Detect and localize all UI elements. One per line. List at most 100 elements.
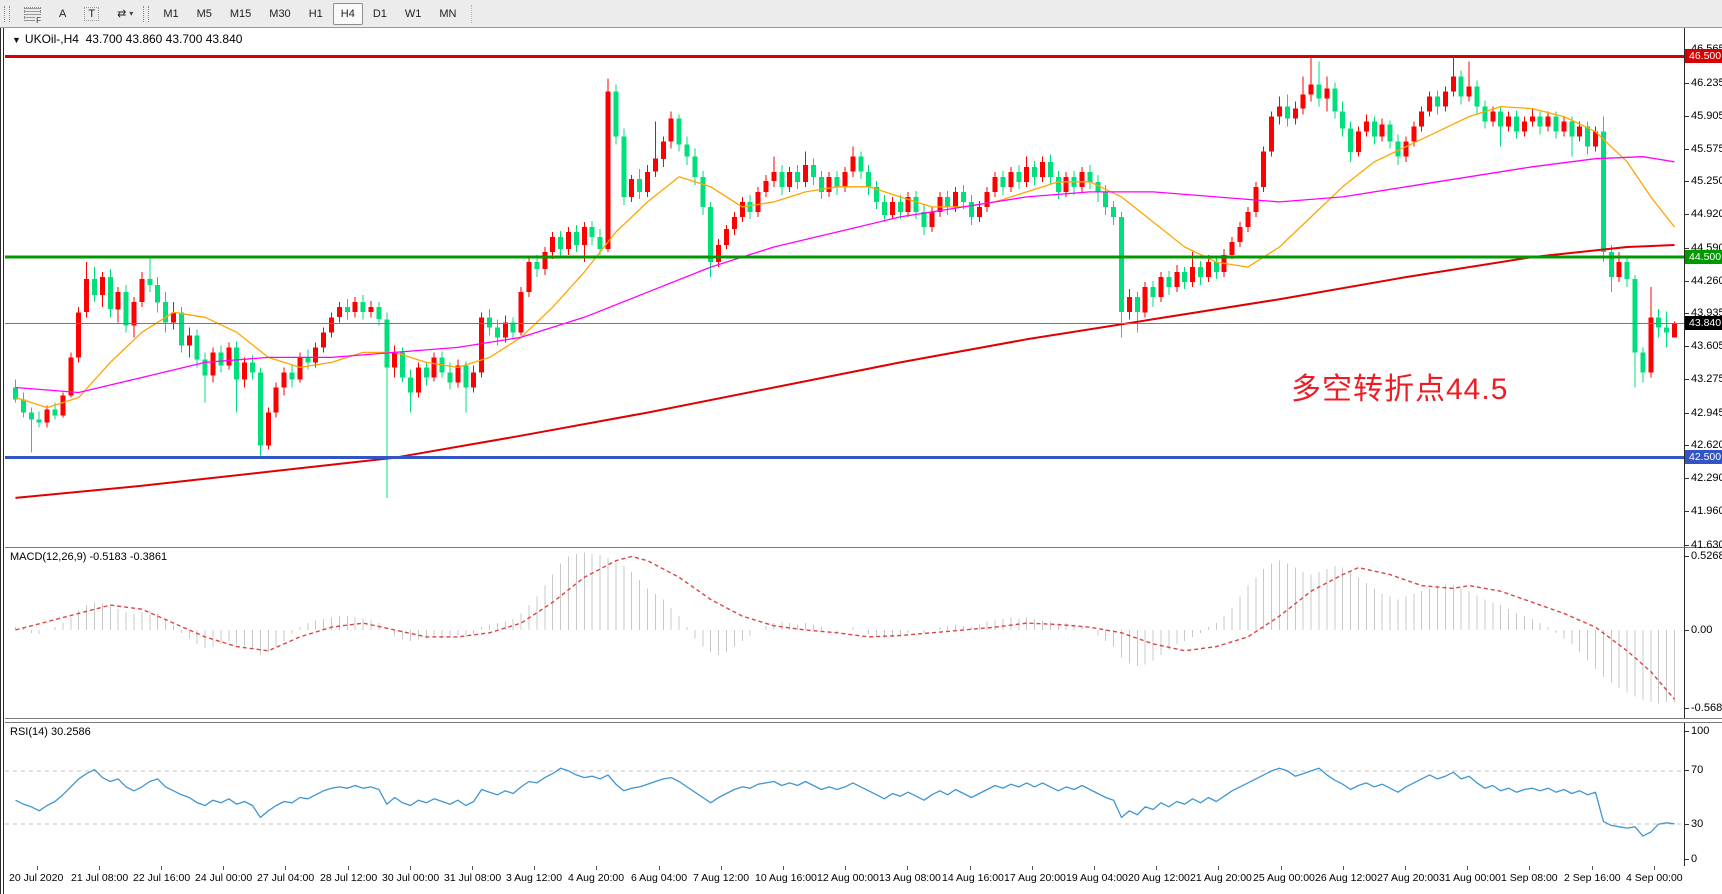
candle-body [1253, 186, 1259, 212]
candle-body [1040, 161, 1045, 177]
candle-body [984, 191, 990, 207]
chart-shift-icon: F [24, 6, 42, 25]
candle-body [1577, 126, 1583, 137]
ma-fast-line [15, 105, 1676, 409]
time-tick-mark [1592, 866, 1593, 870]
time-tick-mark [596, 866, 597, 870]
macd-canvas[interactable] [5, 548, 1686, 718]
ohlc-values: 43.700 43.860 43.700 43.840 [85, 32, 243, 46]
timeframe-tab-m30[interactable]: M30 [269, 7, 291, 20]
text-label-tool-button[interactable]: A [51, 3, 74, 25]
candle-body [968, 201, 974, 217]
price-badge-46.500: 46.500 [1685, 49, 1722, 63]
time-tick-mark [223, 866, 224, 870]
time-tick-mark [783, 866, 784, 870]
price-badge-43.840: 43.840 [1685, 316, 1722, 330]
time-tick-mark [970, 866, 971, 870]
timeframe-tab-m15[interactable]: M15 [229, 7, 252, 20]
candle-body [1324, 88, 1330, 99]
candle-body [961, 191, 966, 202]
candle-body [573, 232, 579, 245]
chart-title: ▼ UKOil-,H4 43.700 43.860 43.700 43.840 [12, 32, 242, 46]
time-tick-mark [472, 866, 473, 870]
time-tick-label: 31 Aug 00:00 [1439, 872, 1501, 884]
candle-body [597, 237, 603, 249]
candle-body [479, 317, 485, 373]
candle-body [1624, 262, 1630, 280]
candlestick-canvas[interactable] [5, 28, 1686, 547]
chart-shift-button[interactable]: F [16, 3, 49, 25]
dropdown-triangle-icon[interactable]: ▼ [12, 35, 21, 45]
rsi-tick-label: 70 [1691, 764, 1704, 776]
candle-body [1427, 96, 1433, 112]
macd-scale-axis[interactable]: 0.5268 0.00 -0.5681 [1684, 548, 1722, 718]
timeframe-tab-h1[interactable]: H1 [308, 7, 323, 20]
candle-body [147, 279, 153, 286]
price-tick-mark [1685, 248, 1689, 249]
cursor-mode-button[interactable]: ⇄ ▾ [109, 3, 141, 25]
candle-body [329, 317, 334, 333]
candle-body [842, 171, 848, 187]
timeframe-group-handle[interactable] [143, 5, 150, 22]
candle-body [415, 367, 421, 393]
candle-body [1521, 121, 1527, 132]
candle-body [1079, 171, 1085, 187]
candle-body [1474, 86, 1480, 107]
time-tick-mark [1094, 866, 1095, 870]
candle-body [1648, 317, 1654, 373]
time-tick-label: 26 Aug 12:00 [1315, 872, 1377, 884]
timeframe-tab-m1[interactable]: M1 [163, 7, 179, 20]
candle-body [763, 180, 769, 192]
timeframe-tab-m5[interactable]: M5 [196, 7, 212, 20]
toolbar-drag-handle[interactable] [4, 5, 10, 22]
price-badge-44.500: 44.500 [1685, 250, 1722, 264]
timeframe-tab-h4[interactable]: H4 [332, 2, 363, 25]
candle-body [1008, 171, 1014, 187]
candle-body [1537, 116, 1543, 127]
candle-body [708, 206, 714, 263]
time-axis[interactable]: 20 Jul 2020 21 Jul 08:00 22 Jul 16:00 24 Ju… [5, 866, 1722, 894]
textbox-tool-button[interactable]: T [76, 3, 107, 25]
time-tick-label: 13 Aug 08:00 [879, 872, 941, 884]
candle-body [526, 262, 532, 293]
rsi-pane[interactable]: RSI(14) 30.2586 100 70 30 0 [5, 722, 1722, 867]
candle-body [178, 312, 184, 346]
macd-tick-mark [1685, 556, 1689, 557]
candle-body [92, 279, 97, 296]
candle-body [1047, 161, 1053, 177]
price-axis[interactable]: 46.56546.23545.90545.57545.25044.92044.5… [1684, 28, 1722, 551]
candle-body [1119, 216, 1124, 313]
candle-body [1308, 84, 1314, 95]
top-toolbar: F A T ⇄ ▾ M1 M5 M15 M30 H1 H4 D1 W1 MN [0, 0, 1722, 28]
candle-body [1379, 124, 1385, 137]
candle-body [1498, 111, 1504, 127]
candle-body [818, 176, 824, 192]
candle-body [510, 322, 516, 333]
macd-tick-label: -0.5681 [1691, 702, 1722, 714]
price-tick-mark [1685, 346, 1689, 347]
time-tick-mark [1343, 866, 1344, 870]
candle-body [52, 409, 58, 416]
timeframe-tab-mn[interactable]: MN [439, 7, 457, 20]
time-tick-mark [1529, 866, 1530, 870]
candle-body [1387, 124, 1393, 142]
candle-body [850, 156, 856, 172]
candle-body [321, 332, 327, 348]
time-tick-mark [1032, 866, 1033, 870]
main-chart-pane[interactable]: ▼ UKOil-,H4 43.700 43.860 43.700 43.840 多… [5, 28, 1722, 551]
chart-area: ▼ UKOil-,H4 43.700 43.860 43.700 43.840 多… [0, 28, 1722, 894]
timeframe-tab-w1[interactable]: W1 [404, 7, 422, 20]
price-tick-label: 45.575 [1691, 143, 1722, 155]
candle-body [637, 178, 643, 192]
time-tick-label: 4 Sep 00:00 [1626, 872, 1683, 884]
candle-body [581, 227, 587, 246]
rsi-canvas[interactable] [5, 723, 1686, 866]
candle-body [550, 237, 556, 252]
rsi-scale-axis[interactable]: 100 70 30 0 [1684, 723, 1722, 866]
candle-body [795, 171, 801, 182]
time-tick-label: 10 Aug 16:00 [755, 872, 817, 884]
timeframe-tab-d1[interactable]: D1 [372, 7, 387, 20]
candle-body [755, 191, 761, 212]
macd-pane[interactable]: MACD(12,26,9) -0.5183 -0.3861 0.5268 0.00… [5, 548, 1722, 719]
candle-body [1166, 277, 1172, 288]
